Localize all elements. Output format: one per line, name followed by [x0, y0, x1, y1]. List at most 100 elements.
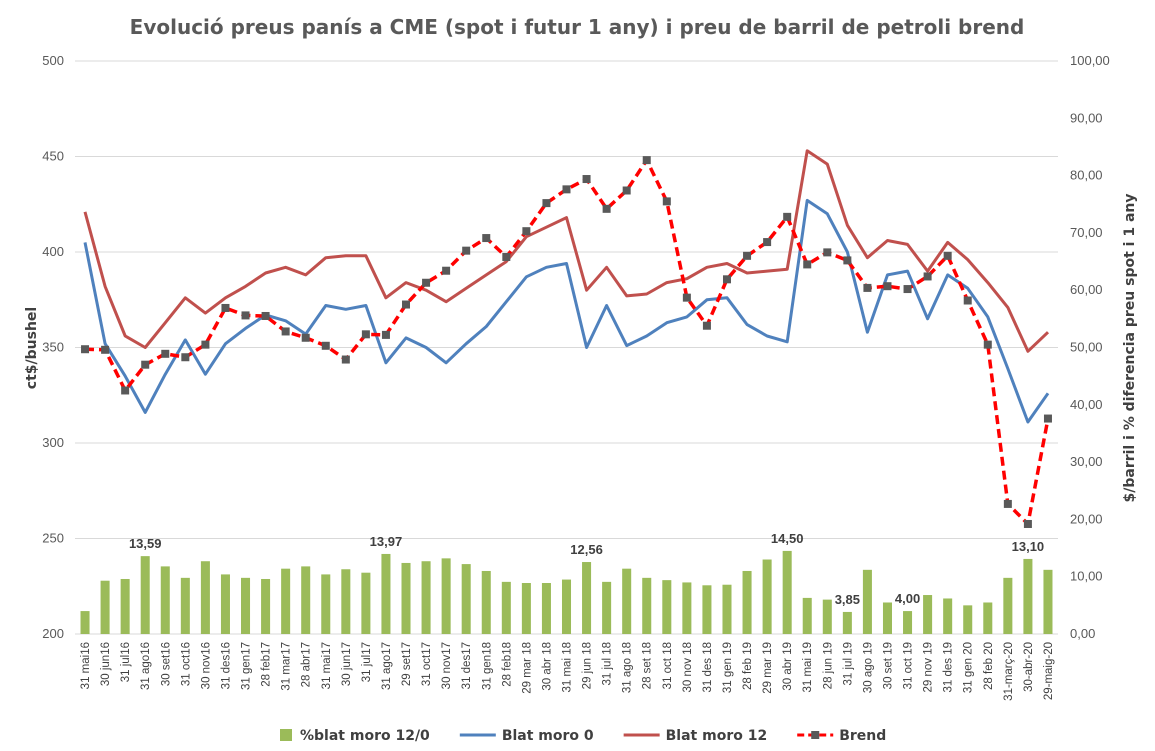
- brend-marker: [702, 321, 711, 330]
- x-tick-label: 29 set17: [401, 642, 413, 686]
- brend-marker: [141, 360, 150, 369]
- x-tick-label: 31 jul16: [120, 642, 132, 682]
- y-tick-left: 400: [42, 244, 64, 259]
- bar: [301, 566, 311, 634]
- data-label: 3,85: [835, 592, 860, 607]
- data-label: 13,10: [1012, 539, 1045, 554]
- brend-marker: [863, 283, 872, 292]
- brend-marker: [121, 386, 130, 395]
- bar: [882, 602, 892, 634]
- x-tick-label: 30-abr-20: [1023, 642, 1035, 692]
- y-tick-right: 90,00: [1070, 110, 1103, 125]
- bar: [822, 599, 832, 634]
- brend-marker: [943, 251, 952, 260]
- x-tick-label: 30 nov17: [441, 642, 453, 689]
- x-tick-label: 30 jun17: [341, 642, 353, 686]
- brend-marker: [823, 248, 832, 257]
- brend-marker: [361, 330, 370, 339]
- brend-marker: [301, 333, 310, 342]
- brend-marker: [963, 296, 972, 305]
- bar: [160, 566, 170, 634]
- x-tick-label: 31 oct 19: [903, 642, 915, 689]
- x-tick-label: 29 mar 18: [521, 642, 533, 694]
- line-series: [81, 149, 1052, 528]
- data-label: 13,97: [370, 534, 403, 549]
- bar: [381, 553, 391, 634]
- x-tick-label: 30 set16: [160, 642, 172, 686]
- y-tick-left: 450: [42, 149, 64, 164]
- bar-series: [80, 550, 1053, 634]
- x-tick-label: 31 mai17: [321, 642, 333, 689]
- data-labels: 13,59 13,97 12,56 14,50 3,85 4,00 13,10: [129, 531, 1044, 607]
- brend-marker: [261, 311, 270, 320]
- brend-marker: [422, 278, 431, 287]
- brend-marker: [622, 186, 631, 195]
- legend-label: Blat moro 0: [502, 728, 594, 744]
- brend-marker: [662, 197, 671, 206]
- brend-marker: [743, 251, 752, 260]
- x-tick-label: 31 ago16: [140, 642, 152, 690]
- chart-title: Evolució preus panís a CME (spot i futur…: [130, 15, 1025, 39]
- brend-marker: [923, 272, 932, 281]
- y-tick-right: 20,00: [1070, 511, 1103, 526]
- brend-marker: [983, 340, 992, 349]
- brend-marker: [843, 256, 852, 265]
- brend-marker: [682, 293, 691, 302]
- bar: [80, 611, 90, 634]
- y-tick-right: 60,00: [1070, 282, 1103, 297]
- brend-marker: [341, 355, 350, 364]
- x-tick-label: 30 nov16: [200, 642, 212, 689]
- x-tick-label: 29 jun 18: [582, 642, 594, 689]
- x-tick-label: 31 des 19: [943, 642, 955, 693]
- bar: [702, 585, 712, 634]
- data-label: 14,50: [771, 531, 804, 546]
- x-tick-label: 31 jul 18: [602, 642, 614, 685]
- bar: [762, 559, 772, 634]
- brend-marker: [1043, 414, 1052, 423]
- x-tick-label: 28 set 18: [642, 642, 654, 689]
- x-tick-label: 28 abr17: [301, 642, 313, 687]
- x-tick-label: 31 des16: [220, 642, 232, 689]
- x-tick-label: 31 oct 18: [662, 642, 674, 689]
- bar: [220, 574, 230, 634]
- x-tick-label: 29 mar 19: [762, 642, 774, 694]
- brend-marker: [321, 341, 330, 350]
- x-tick-label: 31 mai16: [80, 642, 92, 689]
- brend-marker: [281, 327, 290, 336]
- bar: [441, 558, 451, 634]
- x-tick-label: 28 feb17: [261, 642, 273, 687]
- bar: [983, 602, 993, 634]
- y-tick-left: 250: [42, 531, 64, 546]
- x-tick-label: 28 feb 19: [742, 642, 754, 690]
- brend-marker: [462, 246, 471, 255]
- bar: [842, 611, 852, 634]
- x-tick-label: 28 feb 20: [983, 642, 995, 690]
- y-tick-right: 0,00: [1070, 626, 1095, 641]
- x-tick-label: 31 mai 19: [802, 642, 814, 693]
- bar: [341, 569, 351, 634]
- brend-marker: [402, 300, 411, 309]
- bar: [281, 568, 291, 634]
- bar: [802, 597, 812, 634]
- y-tick-left: 300: [42, 435, 64, 450]
- bar: [100, 580, 110, 634]
- data-label: 13,59: [129, 536, 162, 551]
- series-line: [83, 198, 1050, 424]
- brend-marker: [81, 345, 90, 354]
- y-tick-right: 70,00: [1070, 225, 1103, 240]
- bar: [742, 570, 752, 634]
- data-label: 4,00: [895, 591, 920, 606]
- x-tick-label: 30 set 19: [882, 642, 894, 689]
- brend-marker: [803, 260, 812, 269]
- brend-marker: [903, 285, 912, 294]
- legend-label: Brend: [839, 728, 886, 744]
- legend-label: %blat moro 12/0: [300, 728, 430, 744]
- x-tick-label: 31 des 18: [702, 642, 714, 693]
- bar: [321, 574, 331, 634]
- x-tick-label: 30 jun16: [100, 642, 112, 686]
- y-tick-right: 100,00: [1070, 53, 1110, 68]
- bar: [1023, 558, 1033, 634]
- y-tick-left: 350: [42, 340, 64, 355]
- x-tick-label: 31 gen17: [241, 642, 253, 690]
- data-label: 12,56: [570, 542, 603, 557]
